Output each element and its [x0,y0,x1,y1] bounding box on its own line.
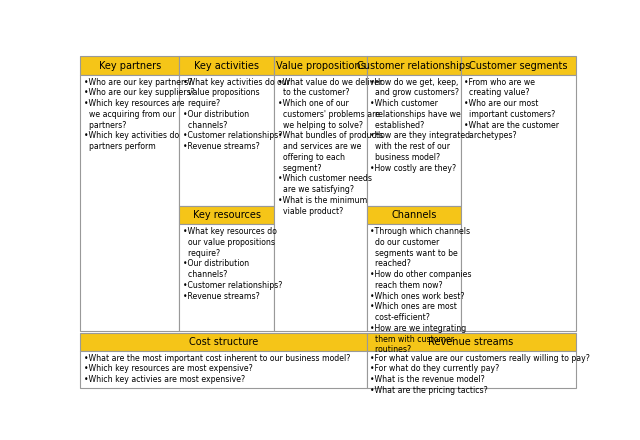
Text: Customer segments: Customer segments [469,61,568,70]
FancyBboxPatch shape [367,334,575,351]
FancyBboxPatch shape [367,351,575,388]
FancyBboxPatch shape [367,206,461,224]
Text: Channels: Channels [391,210,436,220]
FancyBboxPatch shape [461,75,575,330]
FancyBboxPatch shape [81,75,179,330]
FancyBboxPatch shape [81,351,367,388]
Text: •What key resources do
  our value propositions
  require?
•Our distribution
  c: •What key resources do our value proposi… [182,227,282,301]
Text: •From who are we
  creating value?
•Who are our most
  important customers?
•Wha: •From who are we creating value? •Who ar… [465,77,559,140]
FancyBboxPatch shape [179,56,275,75]
FancyBboxPatch shape [275,75,367,330]
Text: Cost structure: Cost structure [189,337,258,347]
FancyBboxPatch shape [367,224,461,330]
FancyBboxPatch shape [461,56,575,75]
FancyBboxPatch shape [179,75,275,206]
Text: •What are the most important cost inherent to our business model?
•Which key res: •What are the most important cost inhere… [84,354,350,384]
Text: Key partners: Key partners [99,61,161,70]
Text: Key activities: Key activities [195,61,259,70]
Text: Value propositions: Value propositions [276,61,365,70]
Text: •Through which channels
  do our customer
  segments want to be
  reached?
•How : •Through which channels do our customer … [370,227,472,354]
FancyBboxPatch shape [81,334,367,351]
Text: •How do we get, keep,
  and grow customers?
•Which customer
  relationships have: •How do we get, keep, and grow customers… [370,77,470,172]
Text: Customer relationships: Customer relationships [357,61,470,70]
FancyBboxPatch shape [367,75,461,206]
Text: Key resources: Key resources [193,210,261,220]
FancyBboxPatch shape [81,56,179,75]
FancyBboxPatch shape [275,56,367,75]
Text: •What value do we deliver
  to the customer?
•Which one of our
  customers' prob: •What value do we deliver to the custome… [278,77,383,216]
Text: •Who are our key partners?
•Who are our key suppliers?
•Which key resources are
: •Who are our key partners? •Who are our … [84,77,195,151]
Text: •What key activities do our
  value propositions
  require?
•Our distribution
  : •What key activities do our value propos… [182,77,290,151]
FancyBboxPatch shape [179,206,275,224]
FancyBboxPatch shape [367,56,461,75]
Text: •For what value are our customers really willing to pay?
•For what do they curre: •For what value are our customers really… [370,354,590,395]
Text: Revenue streams: Revenue streams [428,337,514,347]
FancyBboxPatch shape [179,224,275,330]
